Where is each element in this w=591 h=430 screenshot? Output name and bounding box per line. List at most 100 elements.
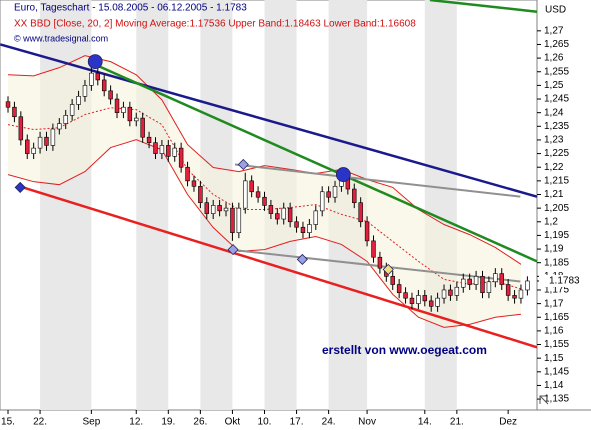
x-tick-label: Dez: [499, 417, 517, 428]
candle-body: [428, 300, 434, 307]
last-price-label: 1.1783: [549, 276, 580, 287]
y-tick-label: 1,165: [544, 312, 569, 323]
candle-body: [275, 213, 280, 220]
x-tick-label: 22.: [33, 417, 47, 428]
y-tick-label: 1,205: [544, 203, 569, 214]
candle-body: [223, 207, 229, 212]
candle-body: [178, 147, 184, 168]
y-tick-label: 1,21: [544, 189, 564, 200]
y-tick-label: 1,225: [544, 148, 569, 159]
candle-body: [249, 180, 254, 193]
candle-body: [255, 191, 261, 198]
candle-body: [493, 273, 498, 283]
candle-body: [454, 286, 460, 296]
candle-body: [300, 226, 306, 233]
candle-body: [294, 221, 299, 228]
marker: [237, 158, 249, 171]
marker: [227, 244, 239, 256]
candle-body: [473, 276, 479, 285]
trendline: [94, 63, 538, 263]
candle-body: [76, 95, 81, 105]
candle-body: [281, 207, 286, 220]
candle-body: [505, 284, 511, 296]
candle-body: [18, 116, 24, 141]
candle-body: [57, 123, 62, 130]
y-tick-label: 1,145: [544, 366, 569, 377]
candle-body: [108, 90, 113, 100]
x-tick-label: Sep: [82, 417, 100, 428]
candle-body: [25, 139, 30, 154]
candle-body: [31, 147, 36, 154]
candle-body: [486, 281, 492, 294]
candle-body: [114, 98, 120, 113]
last-price-box: [539, 274, 591, 287]
candle-body: [268, 205, 274, 214]
x-tick-label: 14.: [418, 417, 432, 428]
indicator-header: XX BBD [Close, 20, 2] Moving Average:1.1…: [14, 19, 416, 30]
chart-title: Euro, Tageschart - 15.08.2005 - 06.12.20…: [14, 3, 247, 14]
x-tick-label: 19.: [161, 417, 175, 428]
x-tick-label: 26.: [193, 417, 207, 428]
marker: [14, 181, 26, 193]
candle-body: [371, 240, 376, 258]
candle-body: [236, 207, 242, 233]
candle-body: [287, 207, 293, 223]
candle-body: [210, 205, 216, 214]
candle-body: [467, 278, 472, 285]
candle-body: [313, 210, 319, 225]
candle-body: [364, 221, 370, 242]
trendline: [234, 163, 521, 198]
candle-body: [441, 289, 447, 299]
source: © www.tradesignal.com: [14, 33, 108, 43]
candle-body: [159, 145, 165, 154]
candle-body: [396, 284, 402, 294]
x-tick-label: 24.: [322, 417, 336, 428]
candle-body: [127, 106, 133, 122]
marker: [335, 167, 351, 182]
y-tick-label: 1,24: [544, 107, 564, 118]
candle-body: [12, 106, 17, 118]
y-tick-label: 1,245: [544, 94, 569, 105]
candle-body: [390, 276, 395, 285]
candle-body: [525, 280, 530, 291]
candle-body: [217, 205, 222, 212]
y-tick-label: 1,23: [544, 135, 564, 146]
candle-body: [69, 104, 75, 116]
candle-body: [153, 142, 158, 154]
candle-body: [422, 295, 428, 302]
candle-body: [319, 191, 325, 212]
candle-body: [5, 101, 11, 108]
candle-body: [82, 85, 88, 97]
candle-body: [121, 106, 126, 113]
scroll-arrow: [539, 395, 549, 405]
y-tick-label: 1,255: [544, 66, 569, 77]
x-tick-label: 10.: [258, 417, 272, 428]
candle-body: [435, 297, 440, 307]
candle-body: [512, 295, 517, 299]
candle-body: [326, 191, 331, 198]
plot: [0, 0, 538, 349]
y-tick-label: 1,195: [544, 230, 569, 241]
x-tick-label: Nov: [358, 417, 376, 428]
axis-label: USD: [545, 5, 566, 16]
candle-body: [377, 256, 383, 269]
candle-body: [50, 128, 56, 146]
candle-body: [243, 180, 248, 209]
y-tick-label: 1,185: [544, 257, 569, 268]
candle-body: [499, 273, 504, 285]
candle-body: [172, 147, 177, 157]
stripe: [424, 0, 457, 410]
y-tick-label: 1,235: [544, 121, 569, 132]
y-tick-label: 1,175: [544, 285, 569, 296]
y-tick-label: 1,135: [544, 394, 569, 405]
y-tick-label: 1,25: [544, 80, 564, 91]
candle-body: [101, 79, 107, 92]
x-tick-label: 12.: [129, 417, 143, 428]
candle-body: [409, 297, 415, 304]
candle-body: [44, 136, 49, 146]
candle-body: [37, 136, 43, 149]
trendline: [229, 248, 521, 283]
candle-body: [416, 295, 421, 304]
